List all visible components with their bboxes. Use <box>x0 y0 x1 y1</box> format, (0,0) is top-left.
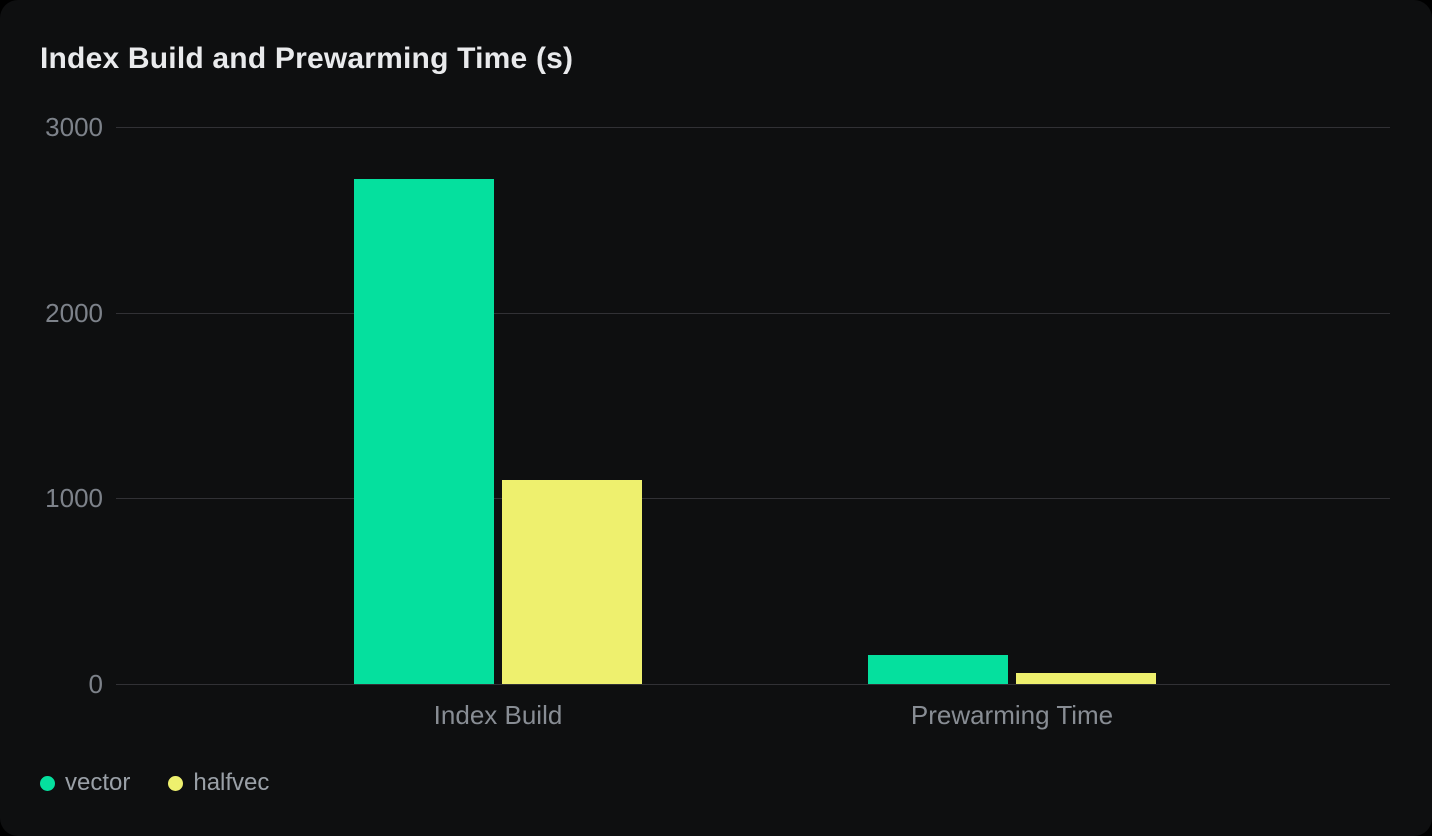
legend-swatch-vector <box>40 775 55 791</box>
x-axis-category-label-prewarming-time: Prewarming Time <box>910 700 1114 730</box>
plot-area <box>116 127 1390 685</box>
x-axis-category-label-index-build: Index Build <box>433 700 563 730</box>
bar-vector-prewarming-time <box>868 655 1008 684</box>
gridline-1000 <box>116 498 1390 500</box>
y-axis-tick-label: 1000 <box>45 483 103 514</box>
legend-item-vector[interactable]: vector <box>40 769 130 797</box>
legend-item-halfvec[interactable]: halfvec <box>168 769 269 797</box>
legend-label-halfvec: halfvec <box>193 769 270 796</box>
gridline-2000 <box>116 312 1390 314</box>
y-axis-tick-label: 3000 <box>45 112 103 142</box>
bar-halfvec-index-build <box>502 479 642 684</box>
legend-swatch-halfvec <box>168 775 184 791</box>
gridline-0 <box>116 684 1390 685</box>
y-axis-tick-label: 2000 <box>45 297 103 328</box>
legend: vector halfvec <box>40 769 269 797</box>
y-axis-tick-label: 0 <box>88 669 103 699</box>
bar-vector-index-build <box>354 179 494 684</box>
legend-label-vector: vector <box>65 769 131 796</box>
gridline-3000 <box>116 127 1390 128</box>
bar-halfvec-prewarming-time <box>1016 672 1156 684</box>
chart-title: Index Build and Prewarming Time (s) <box>40 42 574 75</box>
